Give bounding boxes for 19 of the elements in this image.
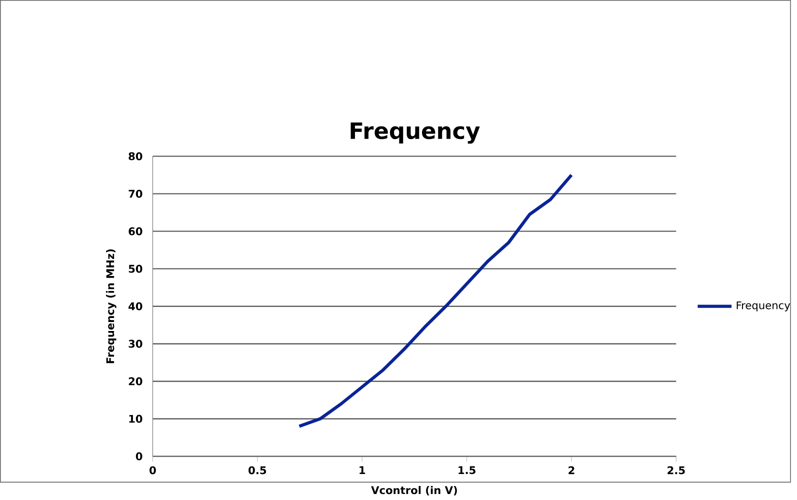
y-tick-label: 50	[128, 264, 142, 273]
y-tick-label: 80	[128, 152, 142, 160]
x-axis-title: Vcontrol (in V)	[371, 486, 457, 496]
x-tick-label: 2.5	[668, 466, 685, 474]
y-tick-label: 70	[128, 190, 142, 198]
x-tick-label: 2	[568, 466, 574, 474]
y-tick-label: 10	[129, 414, 142, 423]
x-tick-label: 0.5	[248, 466, 266, 474]
y-tick-label: 0	[136, 452, 142, 460]
y-axis-title: Frequency (in MHz)	[106, 249, 116, 364]
y-tick-label: 40	[128, 302, 142, 310]
x-tick-label: 1	[360, 466, 366, 474]
x-tick-label: 0	[150, 466, 156, 474]
y-tick-label: 60	[128, 227, 142, 236]
y-tick-label: 20	[128, 377, 142, 386]
x-tick-label: 1.5	[458, 466, 476, 474]
chart-title: Frequency	[350, 122, 480, 144]
y-tick-label: 30	[128, 340, 142, 348]
legend-label: Frequency	[736, 302, 790, 312]
